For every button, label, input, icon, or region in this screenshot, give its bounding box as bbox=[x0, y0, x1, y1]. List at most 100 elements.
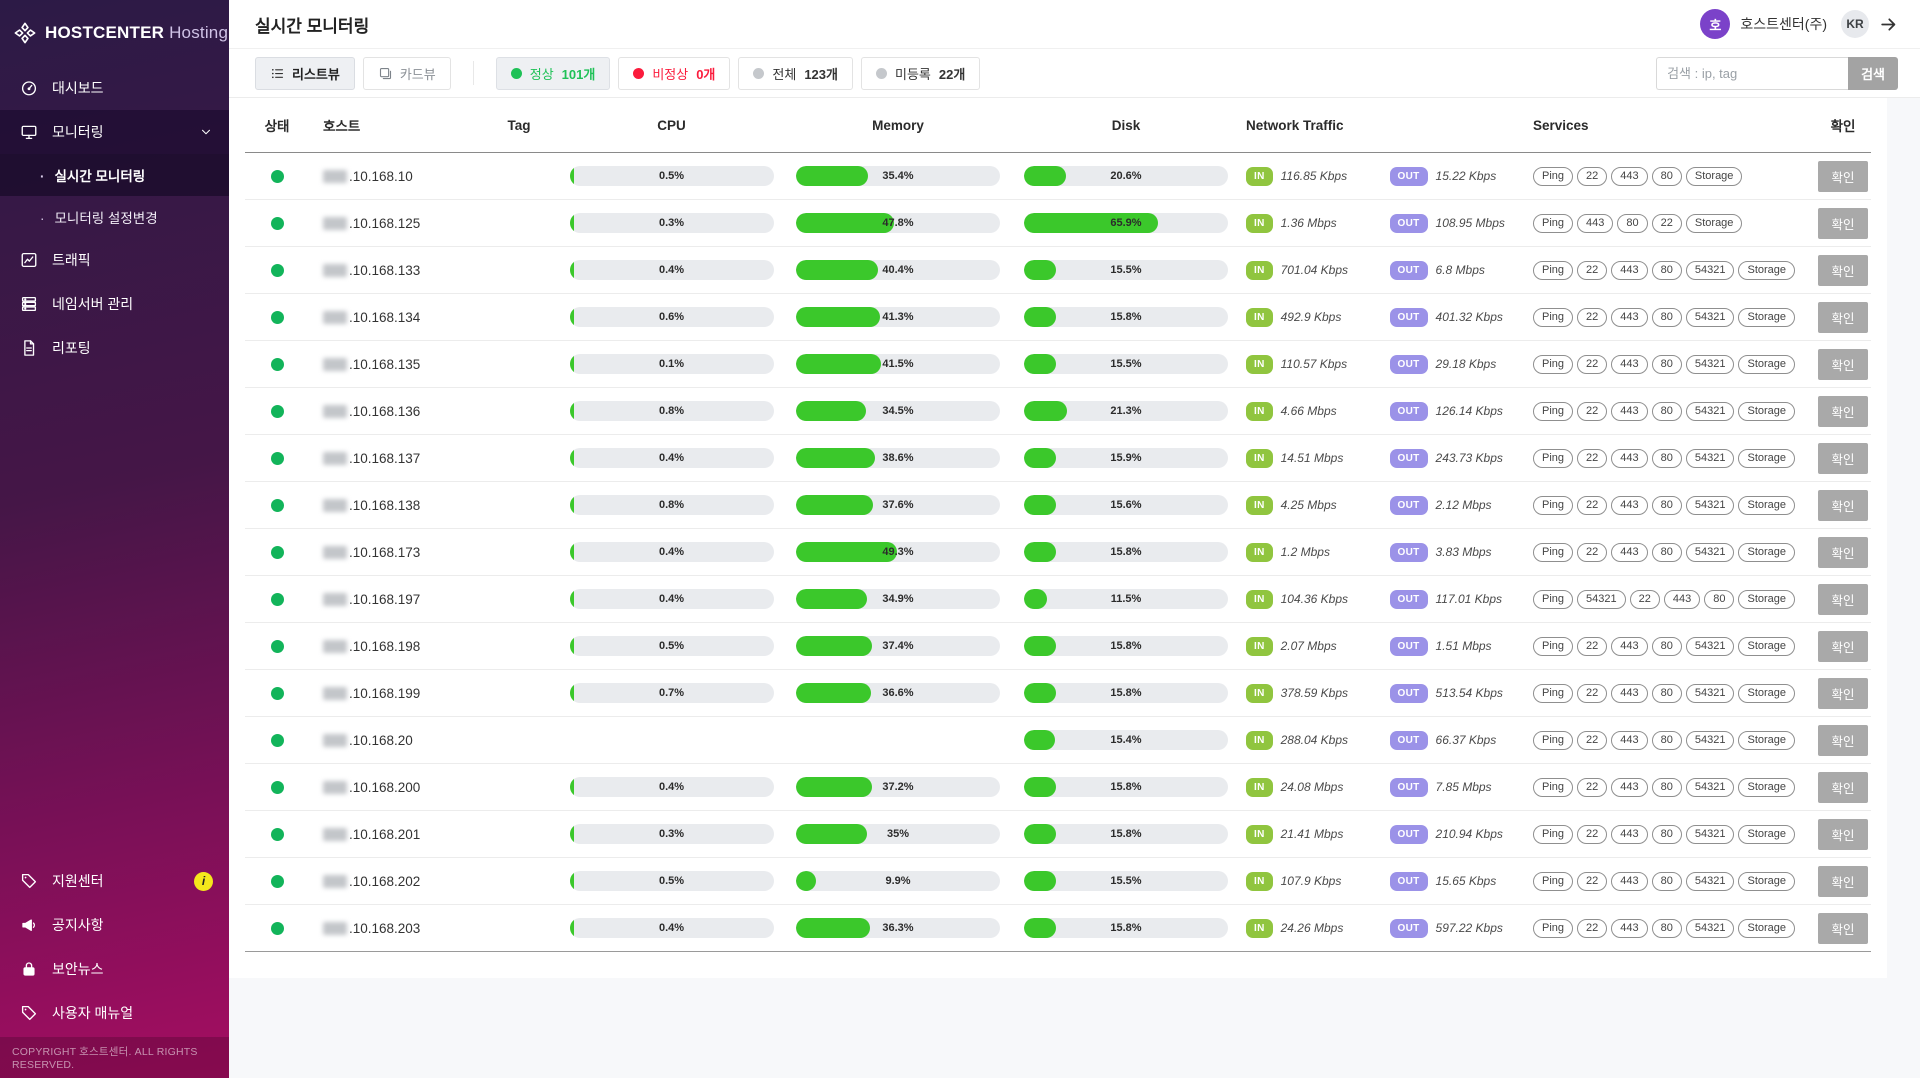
status-dot bbox=[270, 169, 284, 183]
filter-button[interactable]: 비정상 0개 bbox=[618, 56, 731, 90]
traffic-out-badge: OUT bbox=[1389, 260, 1428, 280]
cpu-bar: 0.5% bbox=[569, 871, 774, 891]
column-header-tag: Tag bbox=[507, 117, 531, 133]
service-pill: 80 bbox=[1651, 448, 1682, 468]
sidebar-subitem[interactable]: 실시간 모니터링 bbox=[0, 154, 229, 196]
disk-bar: 65.9% bbox=[1024, 213, 1228, 233]
sidebar-item[interactable]: 보안뉴스 bbox=[0, 947, 229, 991]
sidebar-item-label: 대시보드 bbox=[52, 80, 104, 96]
service-pill: 54321 bbox=[1685, 401, 1735, 421]
traffic-in-value: 2.07 Mbps bbox=[1280, 639, 1337, 653]
confirm-button[interactable]: 확인 bbox=[1818, 677, 1868, 709]
search-button[interactable]: 검색 bbox=[1848, 56, 1898, 90]
services-cell: Ping 22 443 80 54321 Storage bbox=[1533, 730, 1813, 750]
sidebar-subitem[interactable]: 모니터링 설정변경 bbox=[0, 196, 229, 238]
cpu-bar: 0.8% bbox=[569, 401, 774, 421]
service-pill: 80 bbox=[1704, 589, 1735, 609]
disk-bar: 15.8% bbox=[1024, 918, 1228, 938]
confirm-button[interactable]: 확인 bbox=[1818, 818, 1868, 850]
service-pill: Ping bbox=[1533, 636, 1574, 656]
traffic-in-badge: IN bbox=[1246, 683, 1273, 703]
status-dot bbox=[270, 216, 284, 230]
traffic-in-badge: IN bbox=[1246, 401, 1273, 421]
info-badge: i bbox=[194, 871, 213, 891]
confirm-button[interactable]: 확인 bbox=[1818, 771, 1868, 803]
sidebar-item[interactable]: 모니터링 bbox=[0, 110, 229, 154]
service-pill: Ping bbox=[1533, 777, 1574, 797]
tag-icon bbox=[20, 1004, 38, 1022]
traffic-in-value: 21.41 Mbps bbox=[1280, 827, 1344, 841]
traffic-in-value: 492.9 Kbps bbox=[1280, 310, 1342, 324]
services-cell: Ping 22 443 80 54321 Storage bbox=[1533, 542, 1813, 562]
host-cell: .10.168.134 bbox=[309, 310, 479, 325]
status-dot bbox=[270, 404, 284, 418]
account-name[interactable]: 호스트센터(주) bbox=[1740, 16, 1827, 32]
sidebar-item[interactable]: 대시보드 bbox=[0, 66, 229, 110]
traffic-out-value: 7.85 Mbps bbox=[1435, 780, 1492, 794]
services-cell: Ping 22 443 80 54321 Storage bbox=[1533, 307, 1813, 327]
disk-value: 15.4% bbox=[1110, 734, 1142, 746]
memory-value: 9.9% bbox=[885, 875, 911, 887]
confirm-button[interactable]: 확인 bbox=[1818, 536, 1868, 568]
sidebar-item[interactable]: 지원센터 i bbox=[0, 859, 229, 903]
confirm-button[interactable]: 확인 bbox=[1818, 395, 1868, 427]
disk-value: 15.8% bbox=[1110, 687, 1142, 699]
traffic-in-value: 110.57 Kbps bbox=[1280, 357, 1348, 371]
confirm-button[interactable]: 확인 bbox=[1818, 912, 1868, 944]
confirm-button[interactable]: 확인 bbox=[1818, 207, 1868, 239]
view-button[interactable]: 카드뷰 bbox=[362, 56, 451, 90]
confirm-button[interactable]: 확인 bbox=[1818, 442, 1868, 474]
confirm-button[interactable]: 확인 bbox=[1818, 254, 1868, 286]
locale-badge[interactable]: KR bbox=[1841, 10, 1869, 38]
brand-logo[interactable]: HOSTCENTER Hosting bbox=[0, 0, 229, 62]
table-row: .10.168.135 0.1% 41.5% 15.5% IN 110.57 Kb… bbox=[245, 341, 1871, 388]
sidebar-item[interactable]: 리포팅 bbox=[0, 326, 229, 370]
filter-button[interactable]: 미등록 22개 bbox=[860, 56, 981, 90]
network-cell: IN 4.25 Mbps OUT 2.12 Mbps bbox=[1240, 495, 1533, 515]
sidebar-item-label: 모니터링 bbox=[52, 124, 104, 140]
confirm-button[interactable]: 확인 bbox=[1818, 865, 1868, 897]
memory-bar: 37.4% bbox=[796, 636, 1000, 656]
redacted-ip-prefix bbox=[323, 545, 347, 559]
network-cell: IN 2.07 Mbps OUT 1.51 Mbps bbox=[1240, 636, 1533, 656]
memory-bar: 49.3% bbox=[796, 542, 1000, 562]
service-pill: 54321 bbox=[1685, 683, 1735, 703]
sidebar-item-label: 사용자 매뉴얼 bbox=[52, 1005, 134, 1021]
view-button[interactable]: 리스트뷰 bbox=[255, 56, 355, 90]
table-row: .10.168.173 0.4% 49.3% 15.8% IN 1.2 Mbps … bbox=[245, 529, 1871, 576]
confirm-button[interactable]: 확인 bbox=[1818, 630, 1868, 662]
redacted-ip-prefix bbox=[323, 592, 347, 606]
filter-button[interactable]: 정상 101개 bbox=[495, 56, 611, 90]
traffic-in-badge: IN bbox=[1246, 448, 1273, 468]
sidebar-item[interactable]: 사용자 매뉴얼 bbox=[0, 991, 229, 1035]
confirm-button[interactable]: 확인 bbox=[1818, 160, 1868, 192]
service-pill: 443 bbox=[1611, 448, 1648, 468]
confirm-button[interactable]: 확인 bbox=[1818, 724, 1868, 756]
table-row: .10.168.134 0.6% 41.3% 15.8% IN 492.9 Kbp… bbox=[245, 294, 1871, 341]
avatar[interactable]: 호 bbox=[1700, 9, 1731, 39]
sidebar-item-label: 지원센터 bbox=[52, 873, 104, 889]
filter-button[interactable]: 전체 123개 bbox=[738, 56, 853, 90]
traffic-in-value: 116.85 Kbps bbox=[1280, 169, 1348, 183]
sidebar-item[interactable]: 트래픽 bbox=[0, 238, 229, 282]
traffic-in-value: 104.36 Kbps bbox=[1280, 592, 1348, 606]
memory-value: 34.5% bbox=[882, 405, 914, 417]
host-cell: .10.168.199 bbox=[309, 686, 479, 701]
host-cell: .10.168.125 bbox=[309, 216, 479, 231]
cpu-bar: 0.7% bbox=[569, 683, 774, 703]
search-input[interactable] bbox=[1656, 56, 1849, 90]
column-header-disk: Disk bbox=[1111, 117, 1141, 133]
disk-value: 15.8% bbox=[1110, 781, 1142, 793]
confirm-button[interactable]: 확인 bbox=[1818, 348, 1868, 380]
memory-value: 47.8% bbox=[882, 217, 914, 229]
cpu-bar: 0.5% bbox=[569, 636, 774, 656]
sidebar-item[interactable]: 공지사항 bbox=[0, 903, 229, 947]
table-row: .10.168.10 0.5% 35.4% 20.6% IN 116.85 Kbp… bbox=[245, 153, 1871, 200]
service-pill: Storage bbox=[1738, 871, 1796, 891]
disk-bar: 15.8% bbox=[1024, 542, 1228, 562]
arrow-right-icon[interactable] bbox=[1879, 15, 1898, 34]
confirm-button[interactable]: 확인 bbox=[1818, 489, 1868, 521]
confirm-button[interactable]: 확인 bbox=[1818, 583, 1868, 615]
confirm-button[interactable]: 확인 bbox=[1818, 301, 1868, 333]
sidebar-item[interactable]: 네임서버 관리 bbox=[0, 282, 229, 326]
